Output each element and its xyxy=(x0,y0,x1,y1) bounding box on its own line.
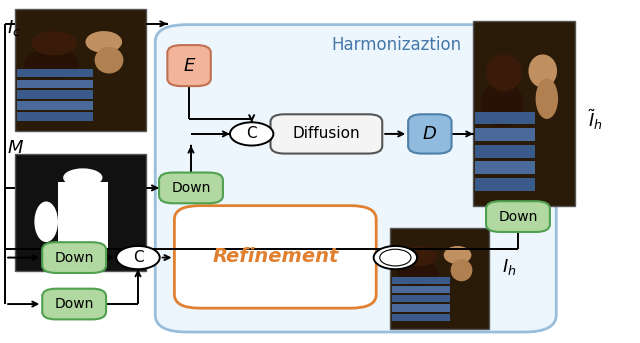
FancyBboxPatch shape xyxy=(42,242,106,273)
FancyBboxPatch shape xyxy=(392,277,450,284)
Ellipse shape xyxy=(24,49,79,79)
FancyBboxPatch shape xyxy=(392,305,450,311)
FancyBboxPatch shape xyxy=(473,21,575,206)
FancyBboxPatch shape xyxy=(476,111,534,125)
Text: $I_h$: $I_h$ xyxy=(502,257,516,277)
Text: Down: Down xyxy=(54,251,94,264)
FancyBboxPatch shape xyxy=(486,201,550,232)
FancyBboxPatch shape xyxy=(17,80,93,88)
FancyBboxPatch shape xyxy=(476,178,534,191)
FancyBboxPatch shape xyxy=(168,45,211,86)
Text: $I_c$: $I_c$ xyxy=(7,18,21,38)
Text: Harmonizaztion: Harmonizaztion xyxy=(332,36,461,54)
Ellipse shape xyxy=(536,79,558,119)
Ellipse shape xyxy=(451,259,472,281)
Text: Down: Down xyxy=(499,210,538,224)
Ellipse shape xyxy=(486,55,522,91)
Circle shape xyxy=(116,246,160,269)
Ellipse shape xyxy=(31,31,77,55)
FancyBboxPatch shape xyxy=(392,314,450,321)
FancyBboxPatch shape xyxy=(15,154,146,271)
Text: $M$: $M$ xyxy=(7,139,24,157)
Text: Refinement: Refinement xyxy=(212,247,339,267)
FancyBboxPatch shape xyxy=(156,25,556,332)
FancyBboxPatch shape xyxy=(392,295,450,303)
FancyBboxPatch shape xyxy=(42,289,106,319)
Text: Down: Down xyxy=(172,181,211,195)
FancyBboxPatch shape xyxy=(58,182,108,250)
FancyBboxPatch shape xyxy=(476,145,534,158)
Circle shape xyxy=(374,246,417,269)
FancyBboxPatch shape xyxy=(476,162,534,174)
Text: E: E xyxy=(184,57,195,74)
FancyBboxPatch shape xyxy=(408,114,452,154)
Ellipse shape xyxy=(85,31,122,53)
FancyBboxPatch shape xyxy=(159,173,223,203)
Ellipse shape xyxy=(95,47,124,73)
Text: C: C xyxy=(246,127,257,141)
Text: $\tilde{I}_h$: $\tilde{I}_h$ xyxy=(588,108,603,132)
FancyBboxPatch shape xyxy=(17,91,93,99)
FancyBboxPatch shape xyxy=(17,112,93,121)
Text: C: C xyxy=(132,250,143,265)
FancyBboxPatch shape xyxy=(17,69,93,77)
Circle shape xyxy=(230,122,273,145)
FancyBboxPatch shape xyxy=(271,114,382,154)
FancyBboxPatch shape xyxy=(15,9,146,130)
Ellipse shape xyxy=(35,201,58,242)
Text: D: D xyxy=(423,125,436,143)
Text: Down: Down xyxy=(54,297,94,311)
FancyBboxPatch shape xyxy=(476,128,534,141)
Ellipse shape xyxy=(529,55,557,87)
Ellipse shape xyxy=(63,168,102,187)
Ellipse shape xyxy=(397,261,439,286)
FancyBboxPatch shape xyxy=(390,228,489,329)
Text: Diffusion: Diffusion xyxy=(292,127,360,141)
FancyBboxPatch shape xyxy=(174,206,376,308)
FancyBboxPatch shape xyxy=(392,286,450,293)
FancyBboxPatch shape xyxy=(17,102,93,110)
Ellipse shape xyxy=(403,246,437,266)
Ellipse shape xyxy=(481,81,524,127)
Ellipse shape xyxy=(444,246,472,264)
